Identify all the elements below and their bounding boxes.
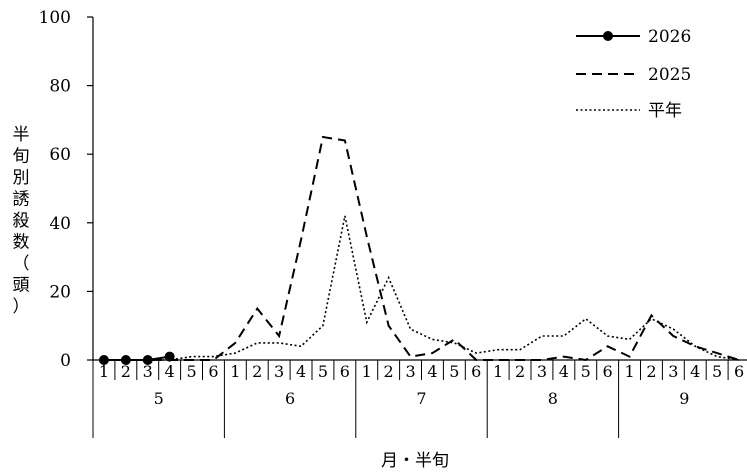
half-label: 3 (668, 362, 678, 381)
x-axis-title: 月・半旬 (381, 451, 449, 471)
x-axis: 1 2 3 4 5 651 2 3 4 5 661 2 3 4 5 671 2 3 4 5 681 2 3 4 5 69 (92, 359, 747, 438)
half-label: 1 (624, 362, 634, 381)
half-label: 2 (646, 362, 656, 381)
half-label: 2 (515, 362, 525, 381)
axis-titles: 半旬別誘殺数（頭） 月・半旬 (13, 125, 450, 471)
half-label: 2 (384, 362, 394, 381)
half-label: 4 (427, 362, 437, 381)
half-label: 1 (230, 362, 240, 381)
y-axis-title-char: 数 (13, 233, 30, 253)
y-axis-title-char: 別 (13, 168, 30, 188)
y-axis-title: 半旬別誘殺数（頭） (13, 125, 30, 317)
half-label: 3 (274, 362, 284, 381)
y-tick-label: 20 (49, 282, 71, 302)
half-label: 4 (690, 362, 700, 381)
legend: 2026 2025 平年 (576, 27, 691, 121)
month-label: 7 (416, 389, 426, 408)
y-axis-title-char: 旬 (13, 147, 30, 167)
half-label: 6 (603, 362, 613, 381)
half-label: 4 (165, 362, 175, 381)
half-label: 3 (405, 362, 415, 381)
half-label: 1 (493, 362, 503, 381)
y-axis-title-char: （ (13, 254, 30, 274)
half-label: 1 (99, 362, 109, 381)
half-label: 1 (362, 362, 372, 381)
half-label: 4 (559, 362, 569, 381)
half-label: 6 (471, 362, 481, 381)
half-label: 2 (252, 362, 262, 381)
half-label: 6 (208, 362, 218, 381)
legend-label-1: 2025 (648, 65, 691, 85)
y-tick-label: 80 (49, 77, 71, 97)
y-axis-title-char: ） (13, 297, 30, 317)
half-label: 2 (121, 362, 131, 381)
half-label: 5 (186, 362, 196, 381)
half-label: 5 (712, 362, 722, 381)
series-line-2 (104, 215, 740, 361)
half-label: 5 (581, 362, 591, 381)
series-point (98, 355, 109, 365)
y-axis: 0 20 40 60 80 100 (39, 8, 94, 371)
y-axis-title-char: 頭 (13, 276, 30, 296)
month-label: 6 (285, 389, 295, 408)
y-tick-label: 60 (49, 145, 71, 165)
legend-marker (603, 31, 613, 41)
month-label: 9 (679, 389, 689, 408)
series-layer (98, 135, 740, 365)
half-label: 3 (537, 362, 547, 381)
y-axis-title-char: 誘 (13, 190, 30, 210)
half-label: 4 (296, 362, 306, 381)
series-line-1 (104, 135, 740, 362)
month-label: 5 (154, 389, 164, 408)
month-label: 8 (548, 389, 558, 408)
half-label: 5 (318, 362, 328, 381)
y-axis-title-char: 殺 (13, 211, 30, 231)
y-axis-title-char: 半 (13, 125, 30, 145)
y-tick-label: 40 (49, 214, 71, 234)
y-tick-label: 100 (39, 8, 71, 28)
half-label: 5 (449, 362, 459, 381)
half-label: 6 (340, 362, 350, 381)
legend-label-0: 2026 (648, 27, 691, 47)
series-point (142, 355, 153, 365)
y-tick-label: 0 (60, 351, 71, 371)
legend-label-2: 平年 (648, 101, 682, 121)
half-label: 6 (734, 362, 744, 381)
half-label: 3 (143, 362, 153, 381)
